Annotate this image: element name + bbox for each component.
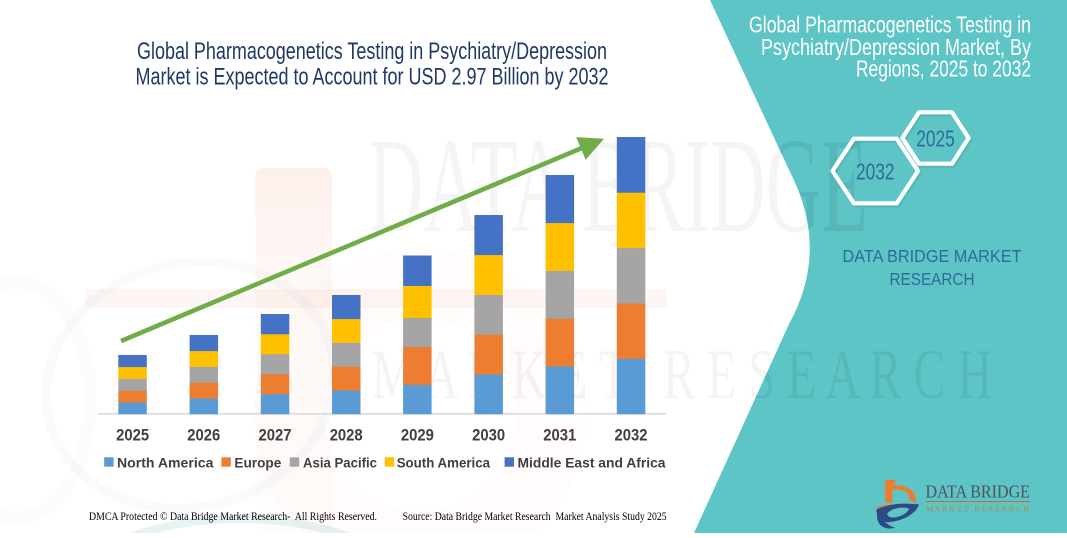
svg-text:2027: 2027 <box>259 427 292 445</box>
svg-text:RESEARCH: RESEARCH <box>890 269 975 289</box>
svg-text:2026: 2026 <box>187 427 220 445</box>
svg-text:2025: 2025 <box>916 126 955 152</box>
svg-text:Global Pharmacogenetics Testin: Global Pharmacogenetics Testing in <box>749 12 1031 38</box>
svg-text:Market is Expected to Account: Market is Expected to Account for USD 2.… <box>136 64 609 91</box>
svg-text:DATA BRIDGE: DATA BRIDGE <box>926 482 1031 502</box>
svg-text:2028: 2028 <box>330 427 363 445</box>
svg-text:2032: 2032 <box>615 427 648 445</box>
svg-text:Regions, 2025 to 2032: Regions, 2025 to 2032 <box>856 55 1031 81</box>
svg-text:North America: North America <box>117 454 214 470</box>
svg-text:Middle East and Africa: Middle East and Africa <box>518 454 666 470</box>
svg-text:DMCA Protected © Data Bridge M: DMCA Protected © Data Bridge Market Rese… <box>89 511 377 523</box>
svg-text:2025: 2025 <box>116 427 149 445</box>
svg-text:Asia Pacific: Asia Pacific <box>303 454 377 470</box>
svg-text:South America: South America <box>397 454 491 470</box>
svg-text:Psychiatry/Depression Market,: Psychiatry/Depression Market, By <box>761 34 1031 60</box>
svg-text:2031: 2031 <box>543 427 576 445</box>
svg-text:Source: Data Bridge Market Res: Source: Data Bridge Market Research Mark… <box>403 511 667 523</box>
svg-text:M A R K E T R E S E A R C H: M A R K E T R E S E A R C H <box>926 507 1029 514</box>
svg-text:2032: 2032 <box>856 159 895 185</box>
svg-text:2029: 2029 <box>401 427 434 445</box>
svg-text:Global Pharmacogenetics Testin: Global Pharmacogenetics Testing in Psych… <box>137 38 607 65</box>
svg-text:Europe: Europe <box>234 454 281 470</box>
svg-text:2030: 2030 <box>472 427 505 445</box>
svg-text:DATA BRIDGE MARKET: DATA BRIDGE MARKET <box>843 246 1022 266</box>
